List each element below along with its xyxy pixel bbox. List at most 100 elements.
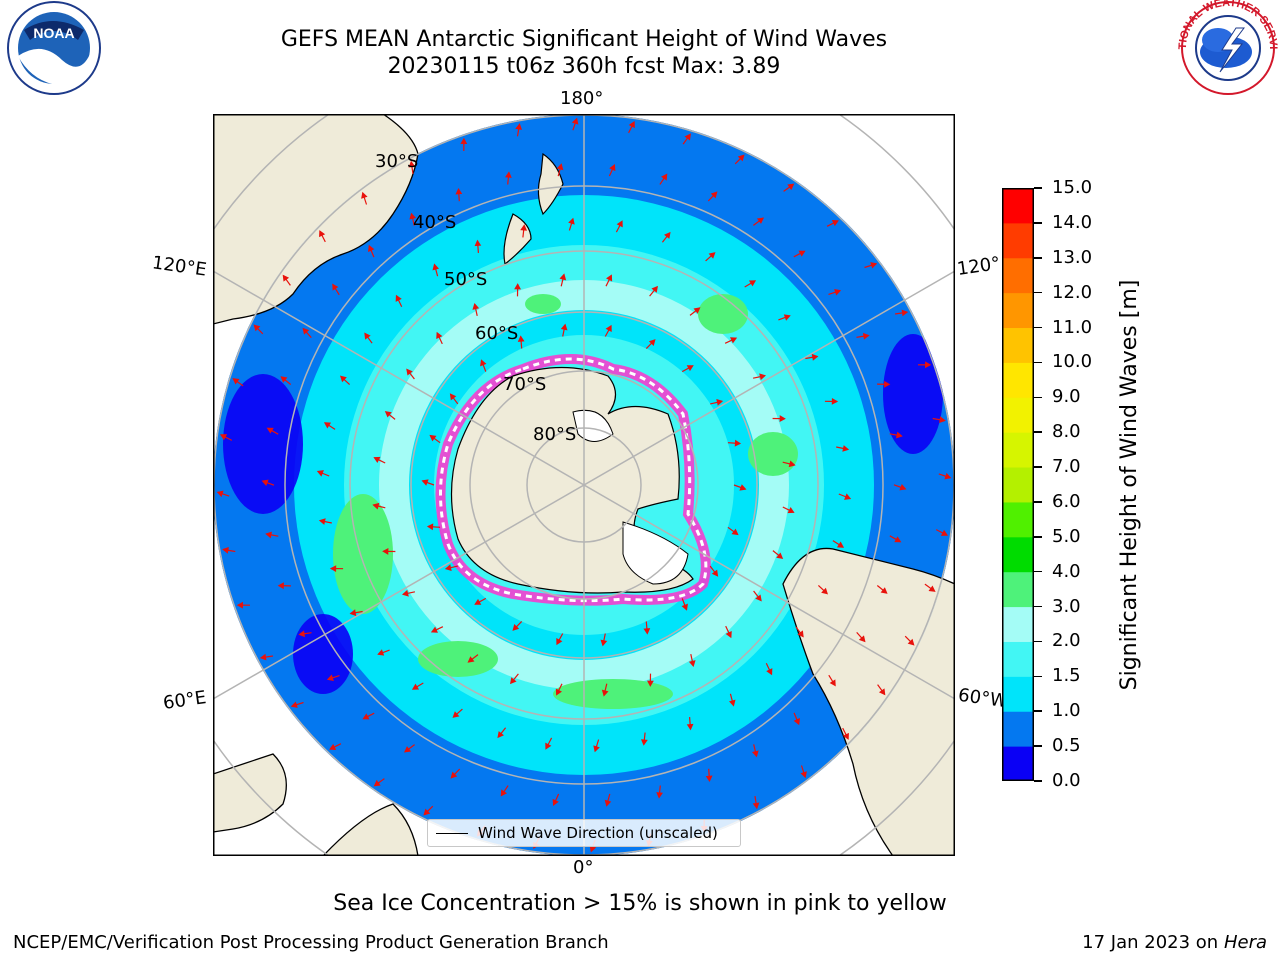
wave-arrow-head: [505, 171, 512, 178]
footer-credit: NCEP/EMC/Verification Post Processing Pr…: [13, 932, 609, 953]
wave-arrow-head: [361, 191, 368, 199]
wave-arrow-head: [364, 332, 371, 340]
wave-arrow-head: [282, 274, 290, 282]
wave-arrow-head: [664, 231, 671, 239]
wave-arrow-head: [555, 688, 562, 696]
wave-arrow-head: [455, 187, 463, 195]
wave-arrow-head: [517, 335, 525, 342]
wave-arrow-head: [716, 399, 724, 406]
wave-arrow-head: [681, 603, 688, 611]
wave-arrow-head: [232, 378, 240, 385]
wave-arrow-head: [362, 713, 370, 720]
wave-arrow-head: [236, 601, 244, 609]
wave-arrow-head: [430, 626, 438, 633]
wave-arrow-head: [411, 683, 420, 690]
wave-arrow-head: [403, 746, 412, 753]
colorbar-tick-label: 1.5: [1052, 665, 1081, 687]
chart-title: GEFS MEAN Antarctic Significant Height o…: [280, 27, 888, 52]
colorbar-tick-mark: [1034, 570, 1042, 573]
wave-arrow-head: [568, 217, 575, 225]
wave-arrow-head: [797, 630, 804, 638]
africa-land: [213, 753, 287, 833]
wave-arrow-head: [748, 280, 757, 287]
colorbar-band: [1002, 746, 1034, 781]
colorbar-tick-label: 15.0: [1052, 177, 1093, 198]
wave-arrow-head: [628, 120, 635, 129]
wave-arrow-head: [216, 490, 224, 498]
wave-arrow-head: [401, 589, 409, 597]
wave-arrow-head: [894, 536, 902, 543]
colorbar-tick-mark: [1034, 710, 1042, 712]
wave-arrow-head: [589, 845, 597, 853]
colorbar-band: [1002, 397, 1034, 433]
colorbar-band: [1002, 606, 1034, 642]
wave-arrow-head: [688, 660, 696, 668]
chart-subtitle: 20230115 t06z 360h fcst Max: 3.89: [387, 54, 781, 79]
wave-arrow-head: [421, 479, 429, 486]
wave-arrow-head: [373, 456, 381, 463]
wave-arrow-head: [798, 250, 806, 257]
colorbar-band: [1002, 292, 1034, 329]
wave-arrow-head: [372, 502, 380, 510]
colorbar-band: [1002, 501, 1034, 538]
lat-label-30s: 30°S: [375, 151, 419, 172]
wave-arrow-head: [734, 439, 742, 447]
wave-arrow-head: [836, 541, 845, 548]
wave-arrow-head: [377, 649, 385, 656]
wave-arrow-head: [842, 732, 849, 740]
wave-arrow-head: [944, 472, 952, 480]
wave-arrow-head: [560, 323, 568, 331]
wave-arrow-head: [444, 564, 452, 571]
wave-arrow-head: [559, 273, 567, 281]
colorbar-band: [1002, 327, 1034, 363]
wave-arrow-head: [811, 353, 819, 361]
colorbar-tick-mark: [1034, 745, 1042, 747]
wave-arrow-head: [449, 393, 457, 401]
colorbar-tick-mark: [1034, 780, 1042, 782]
wave-arrow-head: [939, 416, 946, 423]
wave-arrow-head: [776, 552, 784, 559]
wave-arrow-head: [870, 262, 878, 269]
wave-arrow-head: [710, 191, 718, 199]
wave-arrow-head: [520, 224, 528, 231]
legend-label: Wind Wave Direction (unscaled): [478, 824, 718, 842]
wave-arrow-head: [497, 731, 504, 739]
wave-arrow-head: [829, 679, 836, 687]
wave-arrow-head: [907, 638, 915, 646]
wave-arrow-head: [787, 183, 795, 191]
colorbar-tick-mark: [1034, 605, 1042, 608]
wave-arrow-head: [500, 789, 507, 797]
wave-arrow-head: [708, 252, 716, 259]
colorbar-tick-mark: [1034, 187, 1042, 189]
wave-arrow-head: [858, 635, 866, 643]
lat-label-80s: 80°S: [533, 424, 577, 445]
wave-arrow-head: [752, 802, 760, 810]
colorbar: [1002, 188, 1034, 781]
wave-arrow-head: [409, 212, 417, 220]
wave-arrow-head: [899, 483, 907, 491]
wave-arrow-head: [515, 123, 522, 130]
noaa-logo-text: NOAA: [33, 25, 74, 41]
wave-arrow-head: [545, 742, 552, 750]
wave-arrow-head: [222, 547, 229, 554]
wave-arrow-head: [316, 470, 324, 477]
footer-host: Hera: [1223, 932, 1267, 953]
wave-arrow-head: [793, 718, 801, 726]
wave-arrow-head: [265, 531, 272, 539]
wave-arrow-head: [384, 411, 392, 418]
colorbar-tick-label: 12.0: [1052, 281, 1093, 303]
wave-arrow-head: [656, 792, 663, 799]
colorbar-band: [1002, 222, 1034, 259]
wave-arrow-head: [686, 365, 694, 372]
nws-logo: NATIONAL WEATHER SERVICE: [1176, 0, 1279, 95]
map-legend: Wind Wave Direction (unscaled): [427, 819, 741, 847]
lon-label-60e: 60°E: [161, 687, 208, 714]
colorbar-tick-mark: [1034, 640, 1042, 643]
noaa-logo: NOAA: [7, 1, 101, 95]
colorbar-band: [1002, 536, 1034, 573]
wave-arrow-head: [552, 798, 559, 807]
wave-arrow-head: [862, 332, 870, 340]
colorbar-tick-label: 9.0: [1052, 386, 1081, 408]
wave-arrow-head: [219, 434, 228, 441]
wave-arrow-head: [604, 799, 612, 807]
